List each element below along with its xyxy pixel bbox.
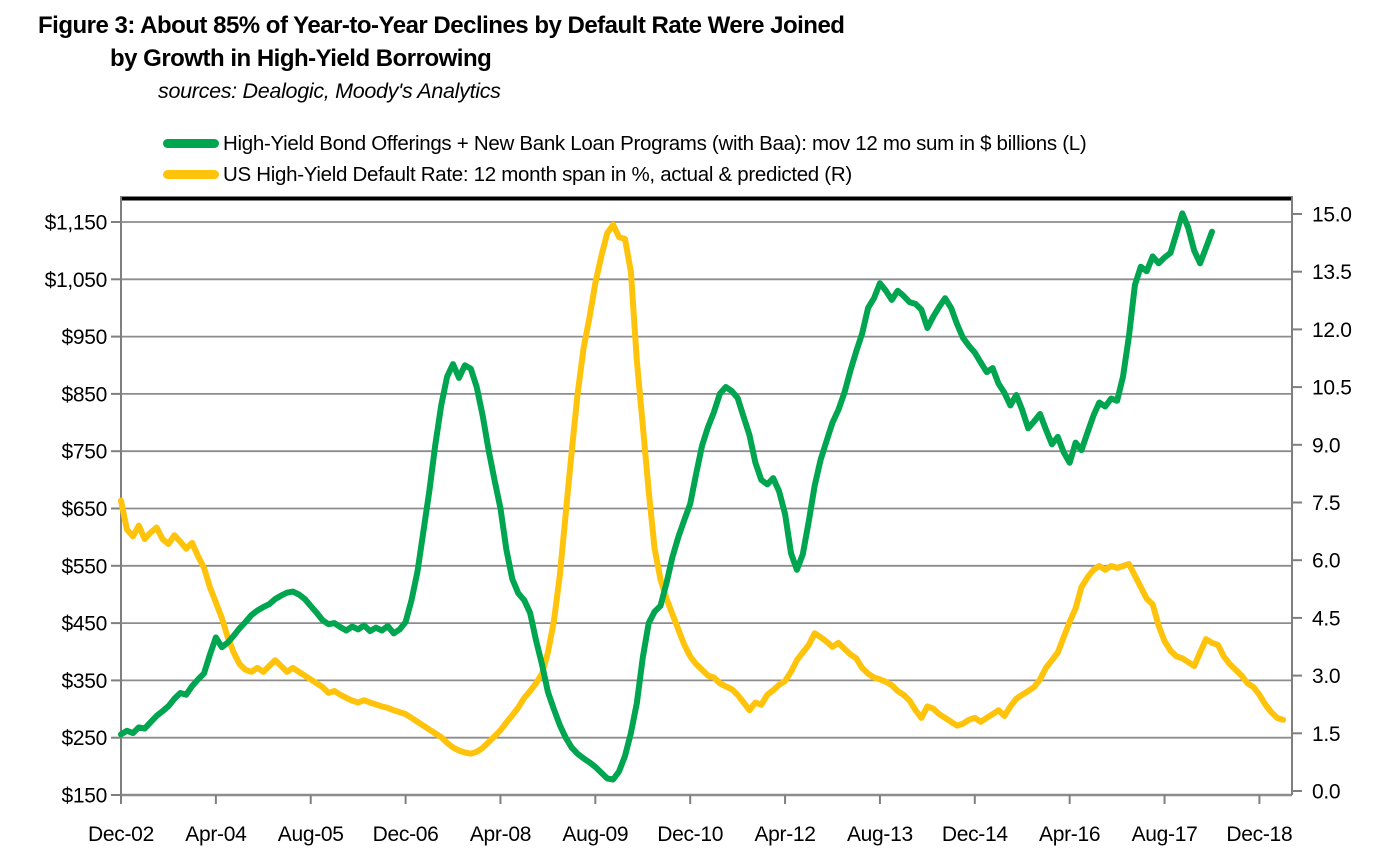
svg-text:15.0: 15.0 xyxy=(1312,204,1352,227)
x-axis-labels: Dec-02 Apr-04 Aug-05 Dec-06 Apr-08 Aug-09 Dec-… xyxy=(88,795,1293,846)
series-high-yield-borrowing-line xyxy=(118,210,1215,783)
svg-text:Aug-17: Aug-17 xyxy=(1132,823,1198,846)
svg-text:0.0: 0.0 xyxy=(1312,781,1340,804)
legend-label: US High-Yield Default Rate: 12 month spa… xyxy=(223,162,852,186)
gridlines xyxy=(121,221,1292,797)
svg-text:$1,050: $1,050 xyxy=(45,269,107,292)
svg-text:1.5: 1.5 xyxy=(1312,723,1340,746)
right-axis-labels: 0.0 1.5 3.0 4.5 6.0 7.5 9.0 10.5 12.0 13.5 15.0 xyxy=(1292,204,1352,804)
svg-text:Dec-18: Dec-18 xyxy=(1226,823,1292,846)
svg-text:$750: $750 xyxy=(61,441,107,464)
svg-text:Apr-08: Apr-08 xyxy=(470,823,531,846)
series-default-rate-line xyxy=(118,221,1287,757)
figure-title: Figure 3: About 85% of Year-to-Year Decl… xyxy=(38,12,845,39)
svg-text:6.0: 6.0 xyxy=(1312,550,1340,573)
svg-text:$350: $350 xyxy=(61,670,107,693)
svg-text:9.0: 9.0 xyxy=(1312,434,1340,457)
svg-text:Apr-04: Apr-04 xyxy=(185,823,247,846)
legend-swatch-green-icon xyxy=(163,139,219,148)
svg-text:Apr-16: Apr-16 xyxy=(1039,823,1100,846)
svg-text:$250: $250 xyxy=(61,727,107,750)
svg-text:12.0: 12.0 xyxy=(1312,319,1352,342)
svg-text:4.5: 4.5 xyxy=(1312,607,1340,630)
svg-text:$450: $450 xyxy=(61,613,107,636)
svg-text:$650: $650 xyxy=(61,498,107,521)
svg-text:Dec-02: Dec-02 xyxy=(88,823,154,846)
svg-text:$850: $850 xyxy=(61,383,107,406)
svg-text:$950: $950 xyxy=(61,326,107,349)
svg-text:Aug-09: Aug-09 xyxy=(562,823,628,846)
svg-text:$550: $550 xyxy=(61,555,107,578)
left-axis-labels: $150 $250 $350 $450 $550 $650 $750 $850 $950 $1,0… xyxy=(45,212,121,808)
svg-text:$150: $150 xyxy=(61,785,107,808)
svg-text:Aug-05: Aug-05 xyxy=(278,823,344,846)
figure-title-line2: by Growth in High-Yield Borrowing xyxy=(110,45,492,72)
svg-text:Dec-14: Dec-14 xyxy=(942,823,1009,846)
sources-note: sources: Dealogic, Moody's Analytics xyxy=(158,79,501,103)
svg-text:13.5: 13.5 xyxy=(1312,261,1352,284)
legend-item: High-Yield Bond Offerings + New Bank Loa… xyxy=(163,128,1087,159)
svg-text:Dec-10: Dec-10 xyxy=(657,823,723,846)
legend-swatch-yellow-icon xyxy=(163,170,219,179)
svg-text:$1,150: $1,150 xyxy=(45,212,107,235)
legend-label: High-Yield Bond Offerings + New Bank Loa… xyxy=(223,131,1087,155)
legend: High-Yield Bond Offerings + New Bank Loa… xyxy=(163,128,1087,190)
svg-text:Aug-13: Aug-13 xyxy=(847,823,913,846)
svg-text:Dec-06: Dec-06 xyxy=(373,823,439,846)
svg-text:3.0: 3.0 xyxy=(1312,665,1340,688)
legend-item: US High-Yield Default Rate: 12 month spa… xyxy=(163,159,1086,190)
svg-text:7.5: 7.5 xyxy=(1312,492,1340,515)
svg-text:Apr-12: Apr-12 xyxy=(754,823,815,846)
svg-text:10.5: 10.5 xyxy=(1312,377,1352,400)
